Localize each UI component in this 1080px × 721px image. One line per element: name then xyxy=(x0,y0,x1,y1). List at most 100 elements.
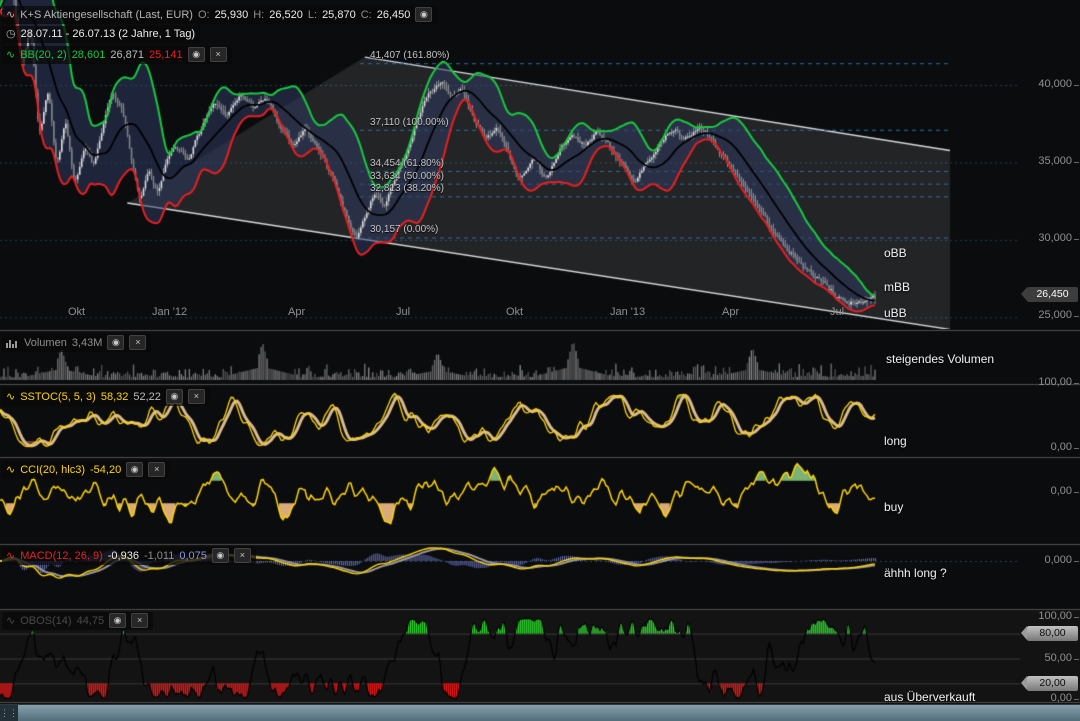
price-axis-35000: 35,000 xyxy=(1022,155,1080,167)
sstoc-k-value: 58,32 xyxy=(100,390,129,403)
eye-icon[interactable]: ◉ xyxy=(415,7,433,22)
high-value: 26,520 xyxy=(269,8,303,21)
price-axis-40000: 40,000 xyxy=(1022,78,1080,90)
obos-axis-20-badge: 20,00 xyxy=(1021,676,1078,691)
series-icon: ∿ xyxy=(6,8,16,21)
fib-label-0: 30,157 (0.00%) xyxy=(370,224,439,235)
fib-label-161: 41,407 (161.80%) xyxy=(370,50,450,61)
macd-hist-value: 0,075 xyxy=(179,549,207,562)
eye-icon[interactable]: ◉ xyxy=(211,548,229,563)
obos-axis-100: 100,00 xyxy=(1022,610,1080,622)
sstoc-header: ∿ SSTOC(5, 5, 3) 58,32 52,22 ◉ × xyxy=(2,388,210,406)
badge-arrow-icon xyxy=(1021,676,1027,690)
macd-header: ∿ MACD(12, 26, 9) -0,936 -1,011 0,075 ◉ … xyxy=(2,547,256,565)
sstoc-annotation[interactable]: long xyxy=(884,434,907,448)
macd-label: MACD(12, 26, 9) xyxy=(20,549,103,562)
cci-header: ∿ CCI(20, hlc3) -54,20 ◉ × xyxy=(2,461,171,479)
cci-axis-0: 0,00 xyxy=(1022,485,1080,497)
obos-axis-80-badge: 80,00 xyxy=(1021,626,1078,641)
clock-icon: ◷ xyxy=(6,28,16,40)
low-value: 25,870 xyxy=(322,8,356,21)
last-price-value: 26,450 xyxy=(1036,288,1069,300)
sstoc-axis-100: 100,00 xyxy=(1022,376,1080,388)
obos-annotation[interactable]: aus Überverkauft xyxy=(884,690,976,704)
obos-axis-20: 20,00 xyxy=(1039,677,1066,689)
close-icon[interactable]: × xyxy=(187,389,205,404)
eye-icon[interactable]: ◉ xyxy=(126,462,144,477)
eye-icon[interactable]: ◉ xyxy=(109,613,127,628)
sstoc-d-value: 52,22 xyxy=(133,390,161,403)
range-header: ◷ 28.07.11 - 26.07.13 (2 Jahre, 1 Tag) xyxy=(2,26,201,43)
volume-header: Volumen 3,43M ◉ × xyxy=(2,334,152,352)
cci-line-icon: ∿ xyxy=(6,463,16,476)
fib-label-100: 37,110 (100.00%) xyxy=(370,117,449,128)
obos-axis-50: 50,00 xyxy=(1022,652,1080,664)
x-axis-apr13: Apr xyxy=(722,306,740,318)
close-icon[interactable]: × xyxy=(233,548,251,563)
obos-header: ∿ OBOS(14) 44,75 ◉ × xyxy=(2,612,154,630)
close-value: 26,450 xyxy=(376,8,411,21)
x-axis-jul13: Jul xyxy=(830,306,845,318)
close-icon[interactable]: × xyxy=(209,47,227,62)
close-icon[interactable]: × xyxy=(129,335,147,350)
obos-line-icon: ∿ xyxy=(6,614,16,627)
high-label: H: xyxy=(253,8,265,21)
x-axis-jan13: Jan '13 xyxy=(610,306,646,318)
macd-value: -0,936 xyxy=(107,549,139,562)
fib-label-61: 34,454 (61.80%) xyxy=(370,158,444,169)
cci-annotation[interactable]: buy xyxy=(884,500,904,514)
open-label: O: xyxy=(197,8,210,21)
fib-label-50: 33,634 (50.00%) xyxy=(370,171,444,182)
low-label: L: xyxy=(307,8,318,21)
badge-arrow-icon xyxy=(1021,626,1027,640)
obb-annotation[interactable]: oBB xyxy=(884,246,907,260)
sstoc-axis-0: 0,00 xyxy=(1022,441,1080,453)
macd-line-icon: ∿ xyxy=(6,549,16,562)
badge-arrow-icon xyxy=(1021,287,1027,301)
ubb-annotation[interactable]: uBB xyxy=(884,306,907,320)
macd-axis-0: 0,000 xyxy=(1022,554,1080,566)
scrollbar-grip-icon[interactable]: ⋮⋮ xyxy=(0,705,18,721)
obos-axis-80: 80,00 xyxy=(1039,627,1066,639)
x-axis-apr12: Apr xyxy=(288,306,306,318)
mbb-annotation[interactable]: mBB xyxy=(884,280,911,294)
instrument-title: K+S Aktiengesellschaft (Last, EUR) xyxy=(20,8,193,21)
sstoc-line-icon: ∿ xyxy=(6,390,16,403)
sstoc-label: SSTOC(5, 5, 3) xyxy=(20,390,96,403)
volume-bars-icon xyxy=(6,339,17,348)
date-range: 28.07.11 - 26.07.13 (2 Jahre, 1 Tag) xyxy=(20,28,196,40)
macd-signal-value: -1,011 xyxy=(143,549,175,562)
open-value: 25,930 xyxy=(214,8,249,21)
macd-annotation[interactable]: ähhh long ? xyxy=(884,566,947,580)
eye-icon[interactable]: ◉ xyxy=(107,335,125,350)
close-icon[interactable]: × xyxy=(131,613,149,628)
cci-value: -54,20 xyxy=(90,463,122,476)
obos-axis-0: 0,00 xyxy=(1022,692,1080,704)
instrument-header: ∿ K+S Aktiengesellschaft (Last, EUR) O: … xyxy=(2,6,438,24)
price-axis-30000: 30,000 xyxy=(1022,232,1080,244)
horizontal-scrollbar[interactable]: ⋮⋮ xyxy=(0,704,1080,721)
bb-upper-value: 28,601 xyxy=(71,48,106,61)
x-axis-jul12: Jul xyxy=(396,306,411,318)
x-axis-okt12: Okt xyxy=(506,306,524,318)
last-price-badge: 26,450 xyxy=(1021,287,1078,302)
price-axis-25000: 25,000 xyxy=(1022,309,1080,321)
volume-annotation[interactable]: steigendes Volumen xyxy=(886,352,995,366)
x-axis-jan12: Jan '12 xyxy=(152,306,188,318)
volume-value: 3,43M xyxy=(71,336,103,349)
bb-line-icon: ∿ xyxy=(6,48,16,61)
bb-header: ∿ BB(20, 2) 28,601 26,871 25,141 ◉ × xyxy=(2,46,232,64)
close-icon[interactable]: × xyxy=(148,462,166,477)
volume-label: Volumen xyxy=(24,336,67,349)
bb-label: BB(20, 2) xyxy=(20,48,67,61)
close-label: C: xyxy=(360,8,372,21)
eye-icon[interactable]: ◉ xyxy=(187,47,205,62)
bb-lower-value: 25,141 xyxy=(149,48,183,61)
x-axis-okt11: Okt xyxy=(68,306,86,318)
eye-icon[interactable]: ◉ xyxy=(165,389,183,404)
fib-label-38: 32,813 (38.20%) xyxy=(370,183,444,194)
bb-middle-value: 26,871 xyxy=(110,48,144,61)
cci-label: CCI(20, hlc3) xyxy=(20,463,86,476)
